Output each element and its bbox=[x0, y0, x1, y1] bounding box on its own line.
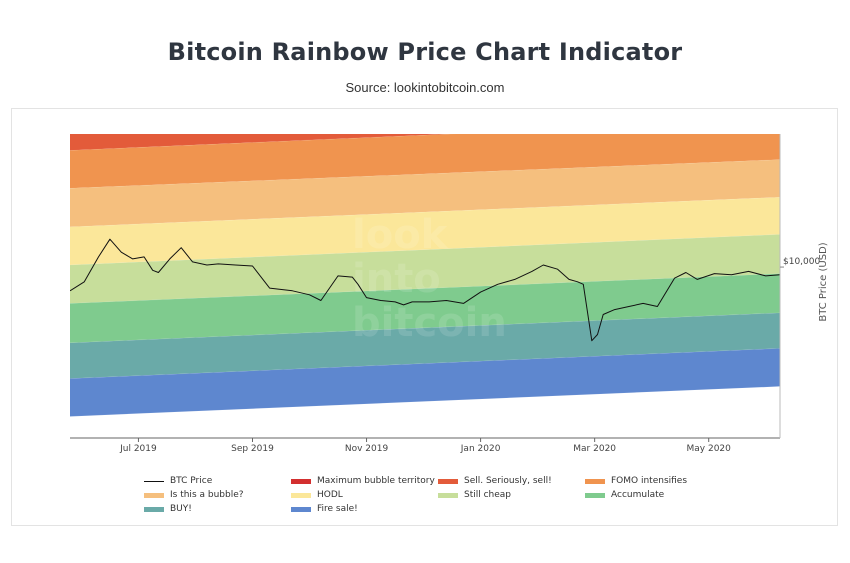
x-tick-label: Mar 2020 bbox=[573, 444, 616, 454]
band-boundary bbox=[70, 312, 780, 344]
legend-swatch bbox=[144, 492, 164, 498]
legend-item[interactable]: Accumulate bbox=[585, 488, 664, 502]
x-tick-label: Sep 2019 bbox=[231, 444, 274, 454]
band-still-cheap bbox=[70, 234, 780, 304]
band-fomo-intensifies bbox=[70, 134, 780, 189]
band-boundary bbox=[70, 41, 780, 70]
band-is-this-a-bubble bbox=[70, 159, 780, 227]
legend-item[interactable]: BTC Price bbox=[144, 474, 212, 488]
legend-swatch bbox=[438, 492, 458, 498]
legend-item[interactable]: Still cheap bbox=[438, 488, 511, 502]
band-boundary bbox=[70, 234, 780, 266]
band-buy bbox=[70, 312, 780, 379]
legend-item[interactable]: Is this a bubble? bbox=[144, 488, 244, 502]
legend-label: Still cheap bbox=[464, 490, 512, 500]
legend-swatch bbox=[144, 506, 164, 512]
legend-swatch bbox=[585, 492, 605, 498]
chart-frame bbox=[11, 108, 838, 526]
x-tick-label: Jan 2020 bbox=[460, 444, 501, 454]
band-accumulate bbox=[70, 273, 780, 343]
legend-swatch bbox=[144, 480, 164, 482]
watermark: lookintobitcoin bbox=[352, 212, 507, 346]
legend-item[interactable]: Sell. Seriously, sell! bbox=[438, 474, 552, 488]
axes: Jul 2019 Sep 2019 Nov 2019 Jan 2020 Mar 2020… bbox=[70, 134, 829, 454]
band-maximum-bubble-territory bbox=[70, 41, 780, 110]
legend-item[interactable]: Fire sale! bbox=[291, 502, 358, 516]
legend-label: Is this a bubble? bbox=[170, 490, 244, 500]
legend-label: Sell. Seriously, sell! bbox=[464, 476, 552, 486]
y-axis-title: BTC Price (USD) bbox=[818, 242, 829, 321]
legend-swatch bbox=[585, 478, 605, 484]
legend-label: BUY! bbox=[170, 504, 192, 514]
price-series bbox=[70, 238, 780, 342]
legend-label: HODL bbox=[317, 490, 343, 500]
watermark-word: look bbox=[352, 212, 449, 258]
y-tick-label: $10,000 bbox=[783, 257, 820, 267]
legend-swatch bbox=[291, 506, 311, 512]
legend-label: FOMO intensifies bbox=[611, 476, 688, 486]
band-boundary bbox=[70, 386, 780, 417]
legend-item[interactable]: BUY! bbox=[144, 502, 192, 516]
legend-label: Fire sale! bbox=[317, 504, 358, 514]
band-sell-seriously-sell bbox=[70, 134, 451, 151]
legend-swatch bbox=[291, 492, 311, 498]
watermark-word: into bbox=[352, 256, 441, 302]
x-tick-label: Nov 2019 bbox=[345, 444, 389, 454]
legend-item[interactable]: FOMO intensifies bbox=[585, 474, 687, 488]
legend-label: BTC Price bbox=[170, 476, 213, 486]
legend-label: Maximum bubble territory bbox=[317, 476, 435, 486]
band-boundary bbox=[70, 134, 458, 151]
band-boundary bbox=[70, 80, 780, 109]
x-tick-label: May 2020 bbox=[687, 444, 732, 454]
band-boundary bbox=[70, 348, 780, 379]
chart-subtitle: Source: lookintobitcoin.com bbox=[345, 80, 505, 95]
band-fire-sale bbox=[70, 348, 780, 417]
legend-label: Accumulate bbox=[611, 490, 665, 500]
legend-item[interactable]: HODL bbox=[291, 488, 343, 502]
series-line-btc-price bbox=[70, 238, 780, 342]
band-boundary bbox=[70, 273, 780, 304]
legend-swatch bbox=[438, 478, 458, 484]
legend-item[interactable]: Maximum bubble territory bbox=[291, 474, 435, 488]
band-hodl bbox=[70, 197, 780, 265]
band-boundary bbox=[70, 196, 780, 228]
band-boundary bbox=[70, 159, 780, 189]
watermark-word: bitcoin bbox=[352, 300, 507, 346]
rainbow-bands bbox=[70, 41, 780, 417]
chart-title: Bitcoin Rainbow Price Chart Indicator bbox=[167, 38, 683, 66]
x-tick-label: Jul 2019 bbox=[119, 444, 157, 454]
legend-swatch bbox=[291, 478, 311, 484]
